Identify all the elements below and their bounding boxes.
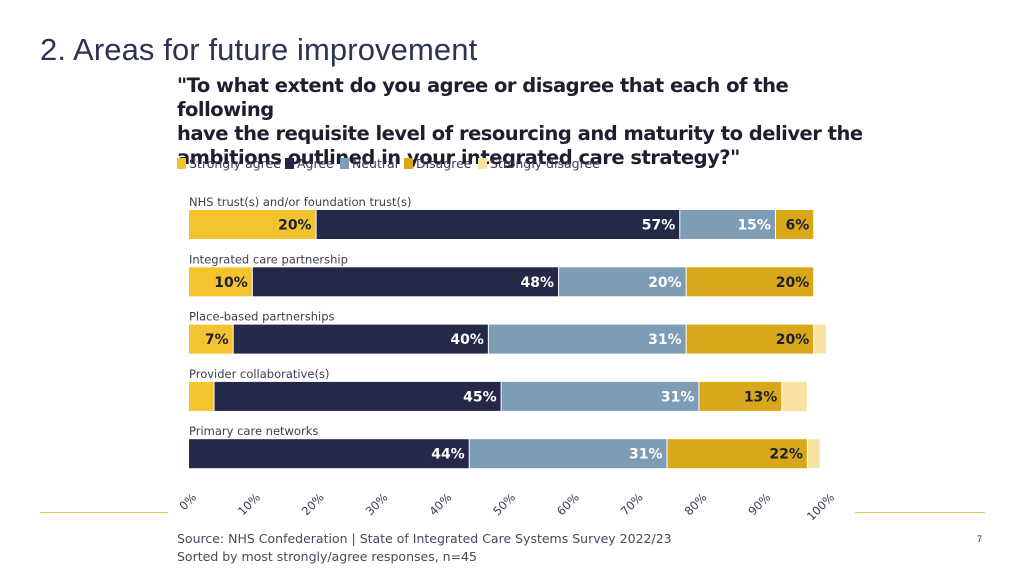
data-label: 20% xyxy=(648,275,682,291)
data-label: 10% xyxy=(214,275,248,291)
legend-swatch-agree xyxy=(285,158,294,169)
category-label: Primary care networks xyxy=(189,424,318,438)
data-label: 20% xyxy=(278,218,312,234)
legend-label-agree: Agree xyxy=(297,156,334,171)
legend-swatch-strongly-agree xyxy=(177,158,186,169)
data-label: 57% xyxy=(642,218,676,234)
bar-agree-primary-care-networks xyxy=(189,439,469,469)
source-note: Source: NHS Confederation | State of Int… xyxy=(177,531,672,546)
bar-neutral-nhs-trust-s-and-or-foundation-trust-s xyxy=(680,210,775,239)
bar-disagree-nhs-trust-s-and-or-foundation-trust-s xyxy=(775,210,814,239)
legend-label-strongly-disagree: Strongly disagree xyxy=(490,156,600,171)
chart-title-line: "To what extent do you agree or disagree… xyxy=(177,74,789,121)
data-label: 13% xyxy=(744,389,778,405)
data-label: 6% xyxy=(785,218,809,234)
bar-strongly-agree-provider-collaborative-s xyxy=(189,381,214,411)
x-tick-label: 0% xyxy=(176,490,199,513)
legend-swatch-strongly-disagree xyxy=(478,158,487,169)
legend-swatch-disagree xyxy=(404,158,413,169)
bar-neutral-place-based-partnerships xyxy=(488,324,686,354)
bar-strongly-agree-integrated-care-partnership xyxy=(189,267,252,297)
data-label: 31% xyxy=(661,389,695,405)
data-label: 48% xyxy=(521,275,555,291)
category-label: Place-based partnerships xyxy=(189,310,335,324)
page-number: 7 xyxy=(977,534,983,544)
footer-divider-right xyxy=(855,512,985,513)
bar-strongly-agree-nhs-trust-s-and-or-foundation-trust-s xyxy=(189,210,316,239)
x-tick-label: 30% xyxy=(363,490,391,518)
bar-neutral-integrated-care-partnership xyxy=(559,267,686,297)
sample-note: Sorted by most strongly/agree responses,… xyxy=(177,549,477,564)
data-label: 20% xyxy=(776,332,810,348)
footer-divider-left xyxy=(40,512,168,513)
x-tick-label: 100% xyxy=(804,490,837,520)
chart-title-line: have the requisite level of resourcing a… xyxy=(177,122,863,145)
data-label: 7% xyxy=(205,332,229,348)
data-label: 31% xyxy=(648,332,682,348)
data-label: 44% xyxy=(431,447,465,463)
x-tick-label: 80% xyxy=(682,490,710,518)
stacked-bar-chart: Strongly agree Agree Neutral Disagree Strong… xyxy=(176,156,837,520)
x-tick-label: 40% xyxy=(426,490,454,518)
category-label: Integrated care partnership xyxy=(189,252,348,266)
data-label: 31% xyxy=(629,447,663,463)
bar-strongly-agree-place-based-partnerships xyxy=(189,324,233,354)
chart-title-line: ambitions outlined in your integrated ca… xyxy=(177,146,740,169)
data-label: 20% xyxy=(776,275,810,291)
chart-footer: Source: NHS Confederation | State of Int… xyxy=(177,530,672,566)
data-label: 22% xyxy=(769,447,803,463)
bar-neutral-primary-care-networks xyxy=(469,439,667,469)
x-tick-label: 90% xyxy=(745,490,773,518)
legend-label-strongly-agree: Strongly agree xyxy=(189,156,281,171)
bar-disagree-provider-collaborative-s xyxy=(699,381,782,411)
legend-label-neutral: Neutral xyxy=(352,156,398,171)
bar-disagree-integrated-care-partnership xyxy=(686,267,814,297)
x-tick-label: 10% xyxy=(235,490,263,518)
bar-neutral-provider-collaborative-s xyxy=(501,381,699,411)
x-tick-label: 60% xyxy=(554,490,582,518)
slide-title: 2. Areas for future improvement xyxy=(40,32,478,67)
category-label: NHS trust(s) and/or foundation trust(s) xyxy=(189,195,411,209)
bar-agree-provider-collaborative-s xyxy=(214,381,501,411)
bar-disagree-primary-care-networks xyxy=(667,439,807,469)
category-label: Provider collaborative(s) xyxy=(189,367,329,381)
bar-strongly-disagree-place-based-partnerships xyxy=(814,324,826,354)
x-tick-label: 70% xyxy=(618,490,646,518)
legend-swatch-neutral xyxy=(340,158,349,169)
legend-label-disagree: Disagree xyxy=(416,156,472,171)
bar-strongly-disagree-provider-collaborative-s xyxy=(782,381,807,411)
x-tick-label: 50% xyxy=(490,490,518,518)
data-label: 15% xyxy=(737,218,771,234)
data-label: 40% xyxy=(450,332,484,348)
bar-agree-nhs-trust-s-and-or-foundation-trust-s xyxy=(316,210,680,239)
bar-strongly-disagree-primary-care-networks xyxy=(807,439,820,469)
bar-agree-integrated-care-partnership xyxy=(252,267,559,297)
chart-title: "To what extent do you agree or disagree… xyxy=(177,74,867,170)
x-tick-label: 20% xyxy=(299,490,327,518)
bar-disagree-place-based-partnerships xyxy=(686,324,814,354)
bar-agree-place-based-partnerships xyxy=(233,324,488,354)
data-label: 45% xyxy=(463,389,497,405)
